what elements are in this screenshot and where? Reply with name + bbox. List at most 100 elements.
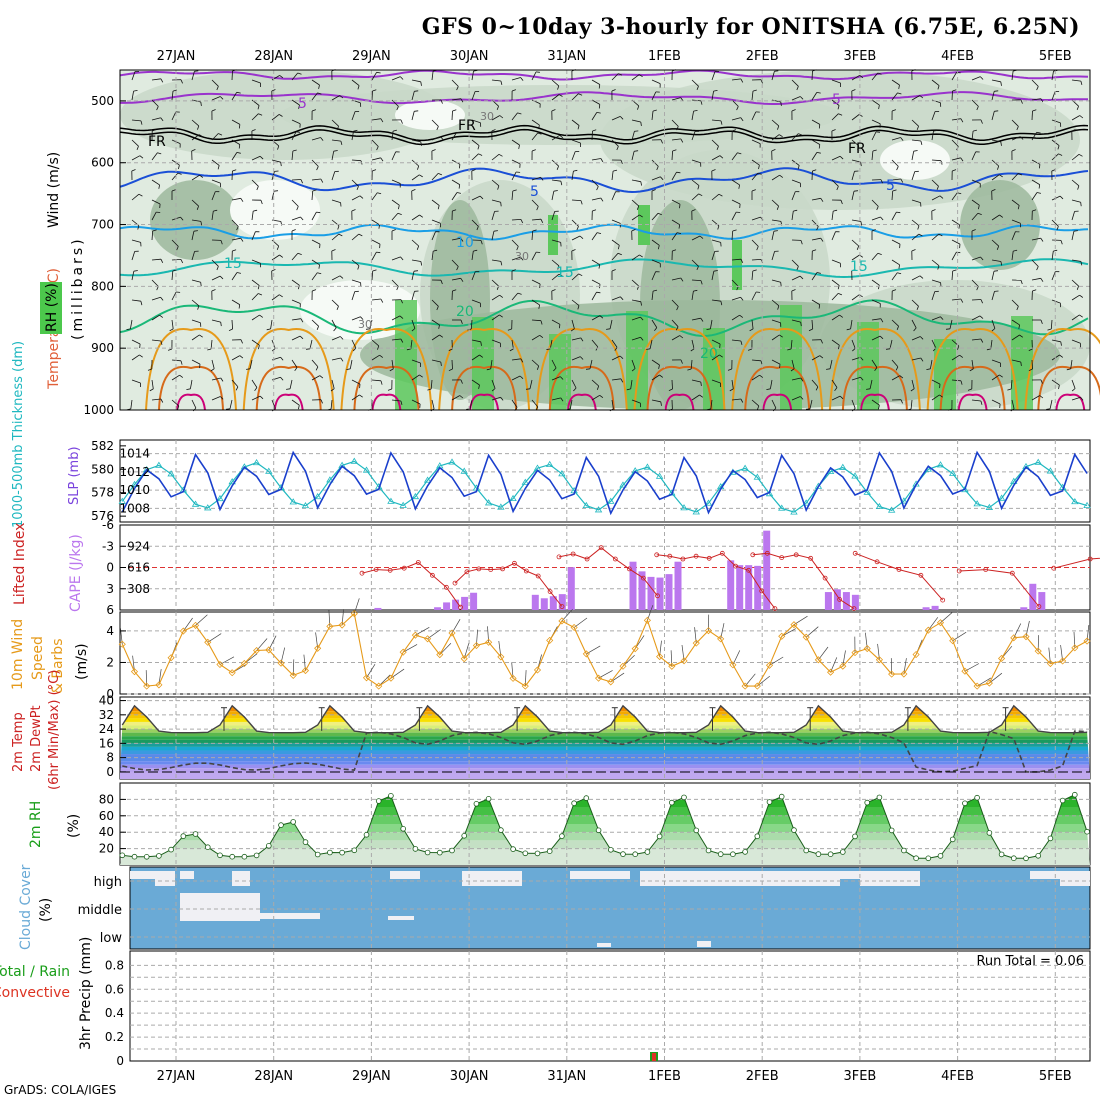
wind-barb [951,219,960,226]
surface-wind-barb [390,668,405,679]
wind-barb [931,79,940,86]
wind-barb-flag [138,193,143,197]
wind-barb [871,72,879,81]
wind-barb [1071,153,1080,161]
wind-barb-flag [717,225,720,230]
temp-line [121,704,1088,734]
wind-barb [691,179,700,186]
wind-barb [251,314,260,321]
wind-barb [751,374,760,381]
wind-barb-flag [639,214,643,218]
li-marker [706,555,712,561]
wind-barb [1011,359,1021,363]
y-tick-2: 2 [106,655,114,669]
wind-barb-flag [597,232,602,234]
wind-barb [971,151,977,161]
wind-barb [771,319,781,324]
wind-barb-flag [298,285,300,290]
wind-barb-flag [740,340,743,346]
wind-barb [771,71,775,81]
contour-label-0: 5 [298,96,307,112]
li-marker [443,584,449,590]
wind-barb-flag [315,366,319,371]
wind-barb [1071,379,1076,389]
cloud-high-block [700,871,760,879]
wind-barb [171,111,177,121]
wind-marker [301,667,310,675]
cloud-low-block [697,941,711,947]
li-marker [680,556,686,562]
li-marker [476,566,482,572]
wind-barb-flag [387,388,392,391]
wind-barb-flag [440,136,444,140]
wind-barb [831,339,840,346]
wind-barb-flag [376,71,381,74]
wind-barb-flag [459,164,461,169]
wind-barb [211,211,214,221]
wind-barb [691,379,701,383]
wind-barb-flag [639,254,643,258]
wind-barb [211,159,220,166]
wind-barb [609,319,613,329]
wind-barb [289,379,293,389]
li-marker [641,575,646,581]
wind-barb [571,235,581,241]
wind-barb [251,79,261,84]
thickness-marker [1010,477,1018,484]
precip-y-tick-0.8: 0.8 [105,958,124,972]
contour-hot [762,393,793,411]
wind-barb-flag [877,72,882,75]
wind-barb [371,298,381,301]
contour-line [119,128,1089,146]
wind-barb [171,374,180,381]
wind-barb-flag [357,85,360,90]
wind-barb [731,211,737,221]
wind-barb-flag [372,169,377,172]
wind-barb [469,399,473,409]
cape-bar [558,594,566,610]
wind-barb-flag [596,186,599,191]
wind-marker [778,632,786,640]
wind-barb [971,315,981,321]
wind-barb [371,270,374,281]
wind-barb-flag [259,156,264,160]
wind-barb-flag [160,340,163,345]
wind-barb-flag [339,95,344,99]
wind-barb-flag [414,110,419,112]
wind-barb-flag [991,328,996,332]
thickness-marker [289,498,297,505]
wind-barb-flag [660,401,662,406]
wind-barb-flag [958,224,960,229]
wind-barb [1071,211,1075,221]
rh2m-marker [412,846,419,852]
wind-barb-flag [952,89,957,92]
wind-barb [411,239,419,247]
contour-label-9: 15 [556,265,574,281]
li-marker [415,560,421,565]
wind-barb-flag [994,110,999,112]
wind-barb-flag [680,277,684,282]
precip-grid [130,951,1090,1061]
wind-barb [211,191,216,201]
wind-barb-flag [977,212,982,215]
wind-barb-flag [558,273,563,277]
wind-barb [611,378,621,381]
wind-barb [391,199,400,206]
wind-barb [311,92,318,101]
wind-barb-flag [1032,109,1037,112]
wind-barb-flag [1071,388,1076,392]
wind-barb [229,399,233,409]
thickness-marker [362,466,371,473]
wind-barb-flag [1076,285,1079,290]
wind-barb-flag [897,92,902,95]
thickness-marker [155,461,163,468]
cape-bar [824,592,832,610]
dewpoint-label: 2m DewPt [29,705,44,772]
wind-barb-flag [993,270,999,272]
wind-barb [891,92,898,101]
bottom-date-axis: 27JAN 28JAN 29JAN 30JAN 31JAN 1FEB 2FEB 3FEB 4FE… [157,1069,1072,1084]
wind-barb [671,319,679,327]
wind-barb-flag [700,100,703,105]
wind-barb [611,399,614,409]
wind-barb [151,199,161,205]
